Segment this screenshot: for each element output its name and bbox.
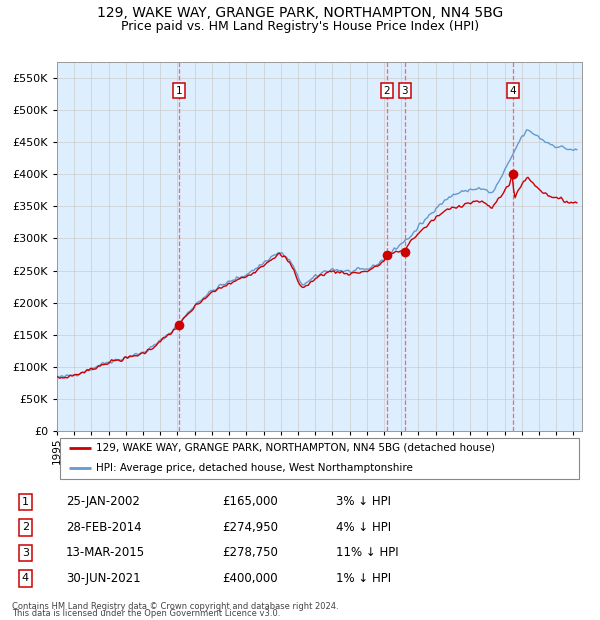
Text: 3: 3 [401,86,408,96]
Text: 129, WAKE WAY, GRANGE PARK, NORTHAMPTON, NN4 5BG: 129, WAKE WAY, GRANGE PARK, NORTHAMPTON,… [97,6,503,20]
Text: £165,000: £165,000 [222,495,278,508]
Text: 1: 1 [175,86,182,96]
Text: 4% ↓ HPI: 4% ↓ HPI [336,521,391,534]
Text: 25-JAN-2002: 25-JAN-2002 [66,495,140,508]
Text: 28-FEB-2014: 28-FEB-2014 [66,521,142,534]
Text: 13-MAR-2015: 13-MAR-2015 [66,546,145,559]
Text: 3% ↓ HPI: 3% ↓ HPI [336,495,391,508]
Text: 4: 4 [22,574,29,583]
Text: Price paid vs. HM Land Registry's House Price Index (HPI): Price paid vs. HM Land Registry's House … [121,20,479,33]
Text: 2: 2 [22,523,29,533]
Text: Contains HM Land Registry data © Crown copyright and database right 2024.: Contains HM Land Registry data © Crown c… [12,602,338,611]
Text: 129, WAKE WAY, GRANGE PARK, NORTHAMPTON, NN4 5BG (detached house): 129, WAKE WAY, GRANGE PARK, NORTHAMPTON,… [97,443,496,453]
Text: This data is licensed under the Open Government Licence v3.0.: This data is licensed under the Open Gov… [12,609,280,618]
FancyBboxPatch shape [59,438,580,479]
Text: 4: 4 [510,86,517,96]
Text: 3: 3 [22,548,29,558]
Text: 2: 2 [383,86,390,96]
Text: HPI: Average price, detached house, West Northamptonshire: HPI: Average price, detached house, West… [97,463,413,474]
Text: £278,750: £278,750 [222,546,278,559]
Text: £400,000: £400,000 [222,572,278,585]
Text: 1: 1 [22,497,29,507]
Text: £274,950: £274,950 [222,521,278,534]
Text: 1% ↓ HPI: 1% ↓ HPI [336,572,391,585]
Text: 30-JUN-2021: 30-JUN-2021 [66,572,140,585]
Text: 11% ↓ HPI: 11% ↓ HPI [336,546,398,559]
